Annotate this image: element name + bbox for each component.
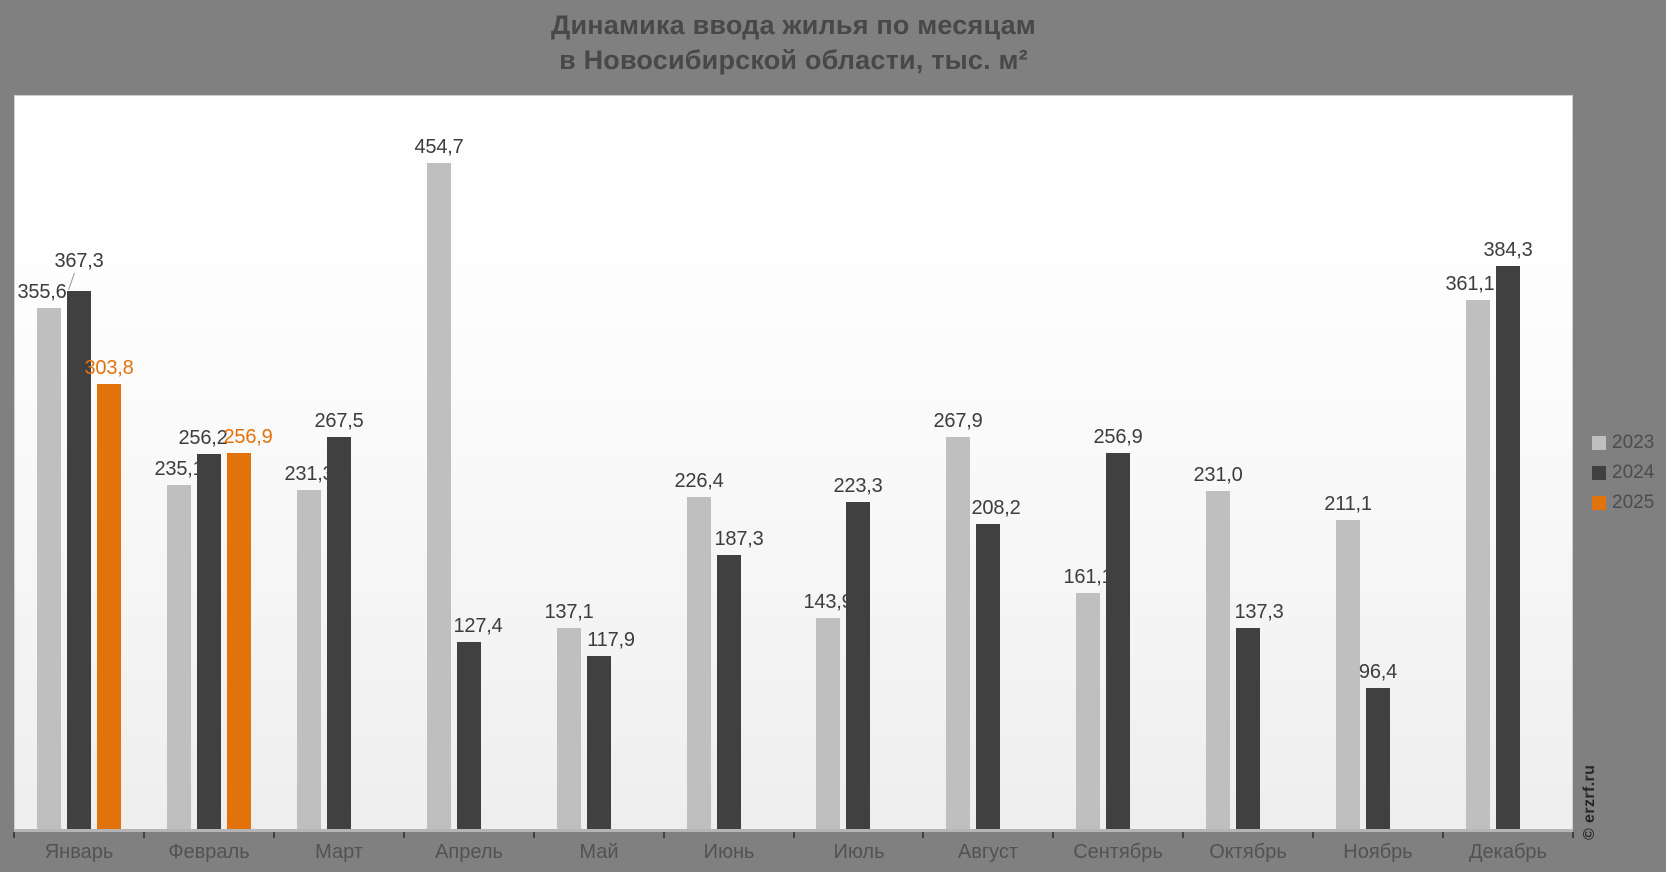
x-axis-label: Октябрь	[1209, 841, 1287, 863]
bar	[457, 642, 481, 829]
bar-value-label: 211,1	[1324, 493, 1372, 515]
legend-swatch-2024	[1592, 466, 1606, 480]
bar	[167, 485, 191, 829]
bar	[97, 384, 121, 829]
x-axis-label: Май	[579, 841, 619, 863]
bar-value-label: 454,7	[414, 136, 464, 158]
bar-value-label: 361,1	[1445, 273, 1495, 295]
x-axis	[14, 829, 1573, 832]
chart-title: Динамика ввода жилья по месяцам в Новоси…	[14, 8, 1573, 78]
bar	[587, 656, 611, 829]
watermark: © erzrf.ru	[1581, 764, 1598, 840]
legend-item: 2023	[1592, 432, 1655, 453]
axis-tick	[143, 832, 145, 838]
bar-value-label: 117,9	[587, 629, 635, 651]
bar-value-label: 367,3	[54, 250, 104, 272]
legend-swatch-2023	[1592, 436, 1606, 450]
bar-value-label: 384,3	[1483, 239, 1533, 261]
legend-item: 2025	[1592, 492, 1655, 513]
chart-title-line2: в Новосибирской области, тыс. м²	[559, 45, 1028, 75]
legend: 2023 2024 2025	[1592, 432, 1655, 523]
chart-title-line1: Динамика ввода жилья по месяцам	[551, 10, 1036, 40]
axis-tick	[13, 832, 15, 838]
bar	[1106, 453, 1130, 829]
bar-value-label: 235,1	[154, 458, 204, 480]
legend-label: 2024	[1612, 462, 1655, 483]
bar-value-label: 187,3	[714, 528, 764, 550]
x-axis-label: Август	[957, 841, 1019, 863]
axis-tick	[273, 832, 275, 838]
bar-value-label: 96,4	[1358, 661, 1398, 683]
x-axis-label: Декабрь	[1469, 841, 1547, 863]
bar	[1496, 266, 1520, 829]
bar-value-label: 127,4	[453, 615, 503, 637]
bar-value-label: 355,6	[17, 281, 67, 303]
bar	[1366, 688, 1390, 829]
bar-value-label: 256,9	[223, 426, 273, 448]
x-axis-label: Апрель	[435, 841, 503, 863]
x-axis-label: Январь	[44, 841, 114, 863]
bar	[67, 291, 91, 829]
bar-value-label: 303,8	[84, 357, 134, 379]
axis-tick	[663, 832, 665, 838]
bar-value-label: 267,5	[314, 410, 364, 432]
bar	[1336, 520, 1360, 829]
bar	[1236, 628, 1260, 829]
bar-value-label: 226,4	[674, 470, 724, 492]
axis-tick	[793, 832, 795, 838]
x-axis-label: Ноябрь	[1343, 841, 1413, 863]
bar	[1076, 593, 1100, 829]
axis-tick	[1052, 832, 1054, 838]
bar	[816, 618, 840, 829]
bar	[557, 628, 581, 829]
x-axis-label: Сентябрь	[1073, 841, 1163, 863]
bar	[1206, 491, 1230, 829]
axis-tick	[1442, 832, 1444, 838]
axis-tick	[922, 832, 924, 838]
axis-tick	[403, 832, 405, 838]
x-axis-label: Июнь	[703, 841, 755, 863]
legend-label: 2023	[1612, 432, 1655, 453]
x-axis-label: Март	[315, 841, 363, 863]
x-axis-label: Февраль	[168, 841, 250, 863]
bar	[327, 437, 351, 829]
legend-label: 2025	[1612, 492, 1655, 513]
axis-tick	[1312, 832, 1314, 838]
bar-value-label: 267,9	[933, 410, 983, 432]
bar	[1466, 300, 1490, 829]
bar-value-label: 256,2	[178, 427, 228, 449]
bar	[297, 490, 321, 829]
bar-value-label: 223,3	[833, 475, 883, 497]
axis-tick	[1182, 832, 1184, 838]
bar-value-label: 137,1	[544, 601, 594, 623]
axis-tick	[1572, 832, 1574, 838]
bar	[227, 453, 251, 829]
bar	[846, 502, 870, 829]
bar	[197, 454, 221, 829]
bar	[946, 437, 970, 829]
bar	[37, 308, 61, 829]
bar-value-label: 231,0	[1193, 464, 1243, 486]
bar	[717, 555, 741, 829]
bar-value-label: 161,1	[1063, 566, 1113, 588]
bar-value-label: 143,9	[803, 591, 853, 613]
bar	[976, 524, 1000, 829]
legend-swatch-2025	[1592, 496, 1606, 510]
bar	[687, 497, 711, 829]
bar-value-label: 256,9	[1093, 426, 1143, 448]
bar	[427, 163, 451, 829]
axis-tick	[533, 832, 535, 838]
plot-area	[14, 95, 1573, 829]
x-axis-label: Июль	[833, 841, 885, 863]
bar-value-label: 137,3	[1234, 601, 1284, 623]
bar-value-label: 231,3	[284, 463, 334, 485]
bar-value-label: 208,2	[971, 497, 1021, 519]
legend-item: 2024	[1592, 462, 1655, 483]
